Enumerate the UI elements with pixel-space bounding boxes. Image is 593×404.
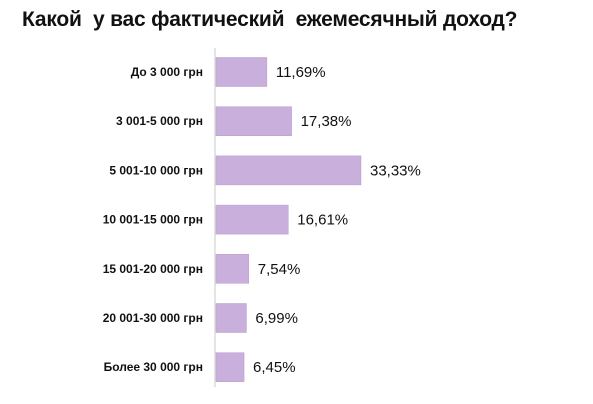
bar — [215, 57, 268, 87]
category-label: 10 001-15 000 грн — [103, 213, 203, 227]
category-label: 5 001-10 000 грн — [109, 163, 203, 177]
category-label: 15 001-20 000 грн — [103, 262, 203, 276]
bar — [215, 352, 245, 382]
value-label: 11,69% — [276, 64, 326, 81]
bar — [215, 155, 362, 186]
bars-group: До 3 000 грн 11,69% 3 001-5 000 грн 17,38% 5… — [103, 57, 421, 382]
category-label: Более 30 000 грн — [104, 360, 203, 374]
category-label: 20 001-30 000 грн — [103, 311, 203, 325]
chart-title: Какой у вас фактический ежемесячный дохо… — [22, 8, 518, 31]
value-label: 7,54% — [258, 261, 301, 278]
value-label: 6,99% — [255, 310, 298, 327]
value-label: 6,45% — [253, 359, 296, 376]
value-label: 16,61% — [297, 212, 348, 229]
bar — [215, 204, 289, 235]
category-label: 3 001-5 000 грн — [116, 114, 203, 128]
value-label: 33,33% — [370, 162, 421, 179]
bar — [215, 106, 292, 136]
bar — [215, 303, 247, 333]
category-label: До 3 000 грн — [131, 65, 203, 79]
value-label: 17,38% — [301, 113, 352, 130]
bar — [215, 254, 250, 284]
